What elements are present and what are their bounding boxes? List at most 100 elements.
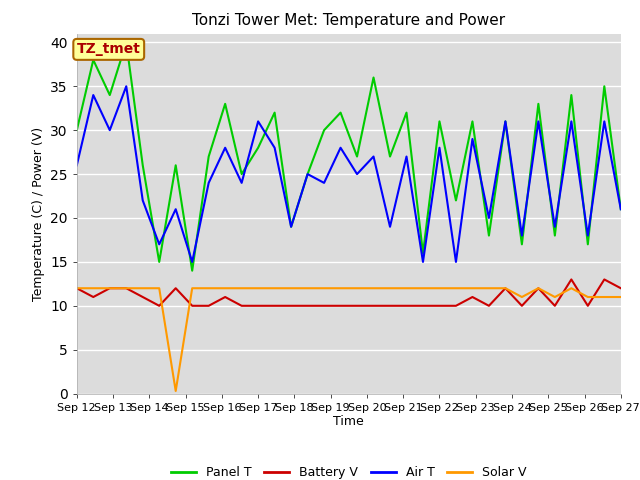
Battery V bbox=[188, 303, 196, 309]
Battery V bbox=[106, 285, 114, 291]
Panel T bbox=[584, 241, 591, 247]
Solar V bbox=[584, 294, 591, 300]
Battery V bbox=[205, 303, 212, 309]
Air T bbox=[221, 145, 229, 151]
Air T bbox=[568, 119, 575, 124]
Line: Panel T: Panel T bbox=[77, 42, 621, 271]
Solar V bbox=[353, 285, 361, 291]
Air T bbox=[419, 259, 427, 265]
Title: Tonzi Tower Met: Temperature and Power: Tonzi Tower Met: Temperature and Power bbox=[192, 13, 506, 28]
Battery V bbox=[90, 294, 97, 300]
Panel T bbox=[600, 84, 608, 89]
Solar V bbox=[403, 285, 410, 291]
Air T bbox=[106, 127, 114, 133]
Air T bbox=[188, 259, 196, 265]
Solar V bbox=[617, 294, 625, 300]
Battery V bbox=[452, 303, 460, 309]
Panel T bbox=[188, 268, 196, 274]
Solar V bbox=[287, 285, 295, 291]
Panel T bbox=[452, 198, 460, 204]
Battery V bbox=[287, 303, 295, 309]
Battery V bbox=[337, 303, 344, 309]
Solar V bbox=[188, 285, 196, 291]
Battery V bbox=[73, 285, 81, 291]
Solar V bbox=[485, 285, 493, 291]
Air T bbox=[436, 145, 444, 151]
Panel T bbox=[254, 145, 262, 151]
X-axis label: Time: Time bbox=[333, 415, 364, 429]
Y-axis label: Temperature (C) / Power (V): Temperature (C) / Power (V) bbox=[31, 127, 45, 300]
Solar V bbox=[172, 388, 180, 394]
Panel T bbox=[205, 154, 212, 159]
Air T bbox=[337, 145, 344, 151]
Battery V bbox=[320, 303, 328, 309]
Solar V bbox=[320, 285, 328, 291]
Panel T bbox=[353, 154, 361, 159]
Battery V bbox=[436, 303, 444, 309]
Battery V bbox=[518, 303, 525, 309]
Air T bbox=[584, 233, 591, 239]
Panel T bbox=[106, 92, 114, 98]
Battery V bbox=[139, 294, 147, 300]
Solar V bbox=[534, 285, 542, 291]
Panel T bbox=[172, 162, 180, 168]
Panel T bbox=[287, 224, 295, 229]
Battery V bbox=[156, 303, 163, 309]
Solar V bbox=[254, 285, 262, 291]
Battery V bbox=[238, 303, 246, 309]
Air T bbox=[534, 119, 542, 124]
Panel T bbox=[551, 233, 559, 239]
Air T bbox=[452, 259, 460, 265]
Battery V bbox=[502, 285, 509, 291]
Solar V bbox=[221, 285, 229, 291]
Battery V bbox=[468, 294, 476, 300]
Air T bbox=[353, 171, 361, 177]
Panel T bbox=[370, 74, 378, 80]
Battery V bbox=[172, 285, 180, 291]
Panel T bbox=[139, 162, 147, 168]
Line: Solar V: Solar V bbox=[77, 288, 621, 391]
Air T bbox=[320, 180, 328, 186]
Battery V bbox=[353, 303, 361, 309]
Panel T bbox=[320, 127, 328, 133]
Battery V bbox=[122, 285, 130, 291]
Panel T bbox=[156, 259, 163, 265]
Air T bbox=[271, 145, 278, 151]
Solar V bbox=[122, 285, 130, 291]
Panel T bbox=[436, 119, 444, 124]
Solar V bbox=[271, 285, 278, 291]
Air T bbox=[518, 233, 525, 239]
Panel T bbox=[468, 119, 476, 124]
Panel T bbox=[304, 171, 312, 177]
Battery V bbox=[600, 276, 608, 282]
Air T bbox=[485, 215, 493, 221]
Line: Battery V: Battery V bbox=[77, 279, 621, 306]
Panel T bbox=[90, 57, 97, 63]
Solar V bbox=[436, 285, 444, 291]
Line: Air T: Air T bbox=[77, 86, 621, 262]
Air T bbox=[254, 119, 262, 124]
Battery V bbox=[568, 276, 575, 282]
Panel T bbox=[568, 92, 575, 98]
Air T bbox=[617, 206, 625, 212]
Panel T bbox=[271, 110, 278, 116]
Battery V bbox=[254, 303, 262, 309]
Solar V bbox=[90, 285, 97, 291]
Air T bbox=[73, 162, 81, 168]
Solar V bbox=[156, 285, 163, 291]
Panel T bbox=[518, 241, 525, 247]
Solar V bbox=[502, 285, 509, 291]
Air T bbox=[172, 206, 180, 212]
Panel T bbox=[122, 39, 130, 45]
Solar V bbox=[468, 285, 476, 291]
Solar V bbox=[304, 285, 312, 291]
Solar V bbox=[551, 294, 559, 300]
Solar V bbox=[452, 285, 460, 291]
Solar V bbox=[370, 285, 378, 291]
Air T bbox=[238, 180, 246, 186]
Battery V bbox=[386, 303, 394, 309]
Panel T bbox=[617, 206, 625, 212]
Solar V bbox=[600, 294, 608, 300]
Air T bbox=[139, 198, 147, 204]
Air T bbox=[502, 119, 509, 124]
